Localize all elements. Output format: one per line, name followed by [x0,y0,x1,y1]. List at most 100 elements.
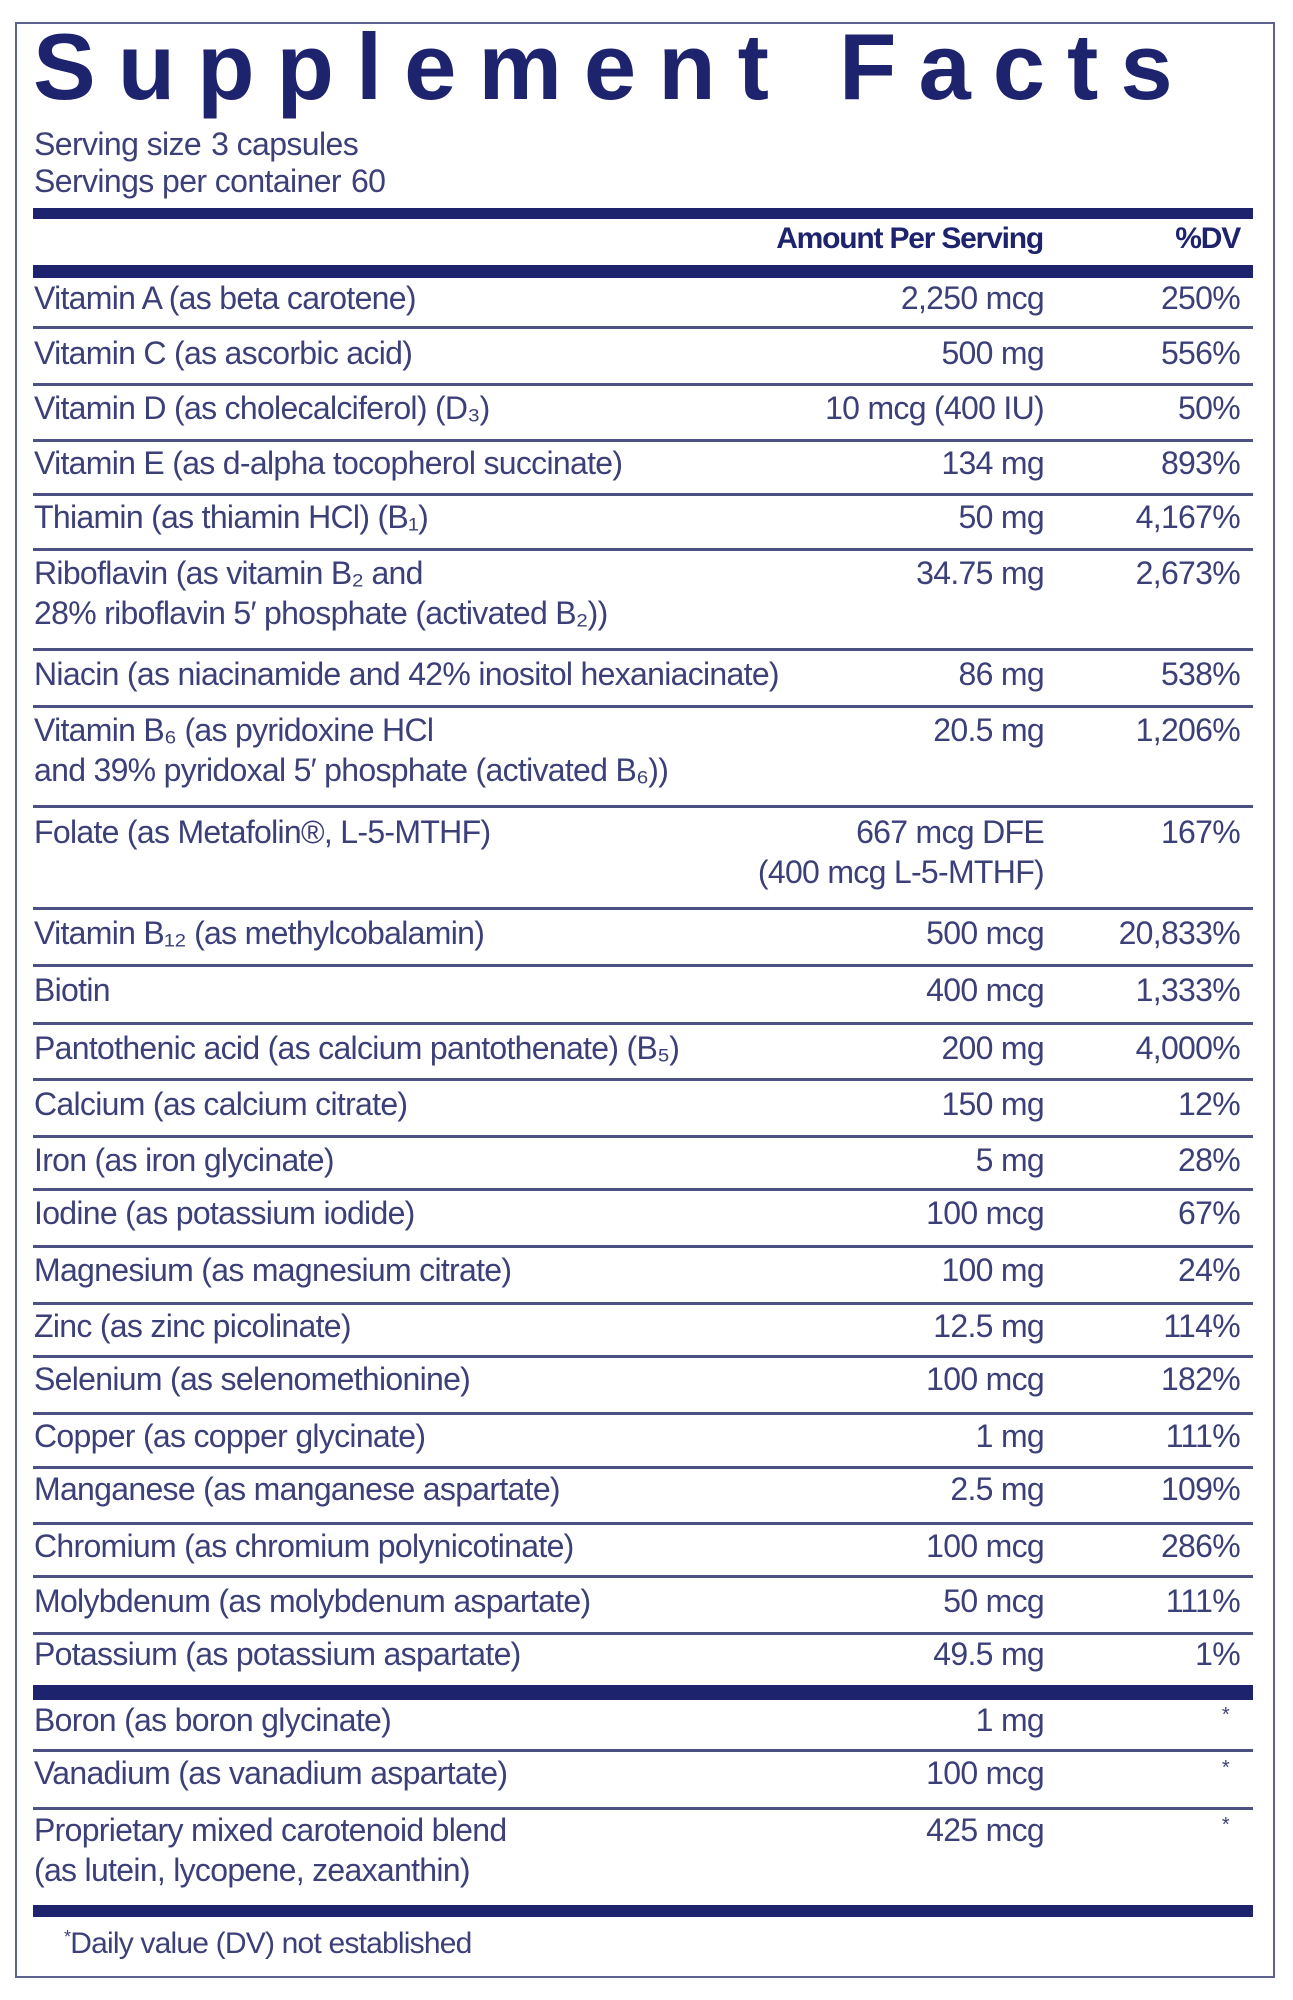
amount-per-serving: 34.75 mg [916,553,1045,593]
nutrient-name: Manganese (as manganese aspartate) [34,1469,561,1509]
row-divider [33,1632,1253,1635]
nutrient-name: Proprietary mixed carotenoid blend (as lu… [34,1810,507,1890]
amount-line: 50 mg [958,499,1045,535]
nutrient-name-line: Molybdenum (as molybdenum aspartate) [34,1583,591,1619]
nutrient-name-line-2: and 39% pyridoxal 5′ phosphate (activate… [34,752,669,788]
daily-value-percent: 114% [1163,1306,1240,1346]
amount-per-serving: 100 mcg [926,1526,1045,1566]
amount-per-serving: 5 mg [975,1140,1045,1180]
row-divider [33,1188,1253,1191]
amount-per-serving: 100 mcg [926,1753,1045,1793]
nutrient-name: Copper (as copper glycinate) [34,1416,426,1456]
daily-value-percent: 67% [1178,1193,1241,1233]
daily-value-percent: 24% [1178,1250,1241,1290]
row-divider [33,805,1253,808]
daily-value-percent: 250% [1161,278,1241,318]
amount-per-serving: 150 mg [941,1084,1044,1124]
daily-value-percent: 893% [1161,443,1241,483]
dv-value: 2,673% [1135,555,1241,591]
amount-line: 10 mcg (400 IU) [825,390,1045,426]
nutrient-name-line: Proprietary mixed carotenoid blend [34,1812,507,1848]
nutrient-name-line: Selenium (as selenomethionine) [34,1361,471,1397]
amount-per-serving: 12.5 mg [933,1306,1044,1346]
nutrient-name-line: Niacin (as niacinamide and 42% inositol … [34,656,780,692]
amount-line: 5 mg [975,1142,1045,1178]
servings-per-container-line: Servings per container 60 [34,163,386,199]
daily-value-percent: 28% [1178,1140,1241,1180]
nutrient-name-line: Zinc (as zinc picolinate) [34,1308,352,1344]
dv-header: %DV [1175,222,1241,255]
amount-per-serving: 2.5 mg [950,1469,1044,1509]
nutrient-name: Calcium (as calcium citrate) [34,1084,408,1124]
amount-line: 100 mg [941,1252,1044,1288]
nutrient-name: Vitamin E (as d-alpha tocopherol succina… [34,443,623,483]
nutrient-name: Vitamin A (as beta carotene) [34,278,417,318]
row-divider [33,1807,1253,1810]
daily-value-percent: 1,333% [1135,970,1241,1010]
amount-per-serving: 1 mg [975,1416,1045,1456]
nutrient-name: Potassium (as potassium aspartate) [34,1634,521,1674]
amount-per-serving: 134 mg [941,443,1044,483]
row-divider [33,1412,1253,1415]
nutrient-name: Riboflavin (as vitamin B₂ and 28% ribofla… [34,553,608,633]
row-divider [33,1245,1253,1248]
amount-per-serving: 86 mg [958,654,1045,694]
row-divider [33,548,1253,551]
row-divider [33,383,1253,386]
amount-line: 1 mg [975,1418,1045,1454]
dv-value: 1,333% [1135,972,1241,1008]
serving-size-value: 3 capsules [211,126,359,162]
bottom-thick-rule [33,1905,1253,1917]
nutrient-name-line: Manganese (as manganese aspartate) [34,1471,561,1507]
daily-value-percent: 20,833% [1118,913,1241,953]
nutrient-name: Magnesium (as magnesium citrate) [34,1250,512,1290]
nutrient-name-line: Iron (as iron glycinate) [34,1142,334,1178]
daily-value-percent: 4,167% [1136,497,1241,537]
nutrient-name-line: Folate (as Metafolin®, L-5-MTHF) [34,814,491,850]
footnote: *Daily value (DV) not established [64,1924,472,1967]
amount-line: 100 mcg [926,1528,1045,1564]
dv-value: 111% [1165,1418,1241,1454]
daily-value-percent: 111% [1166,1581,1241,1621]
nutrient-name: Zinc (as zinc picolinate) [34,1306,352,1346]
amount-line-2: (400 mcg L-5-MTHF) [757,854,1045,890]
nutrient-name-line-2: (as lutein, lycopene, zeaxanthin) [34,1852,471,1888]
row-divider [33,1302,1253,1305]
row-divider [33,1078,1253,1081]
row-divider [33,1522,1253,1525]
daily-value-percent: 1,206% [1136,710,1241,750]
footnote-asterisk: * [64,1927,71,1947]
nutrient-name-line-2: 28% riboflavin 5′ phosphate (activated B… [34,595,608,631]
amount-per-serving: 100 mcg [926,1359,1045,1399]
amount-per-serving: 100 mcg [926,1193,1045,1233]
dv-value: 20,833% [1118,915,1241,951]
row-divider [33,1466,1253,1469]
servings-per-container-label: Servings per container [34,163,342,199]
daily-value-percent: 556% [1161,333,1241,373]
amount-line: 34.75 mg [916,555,1045,591]
dv-value: 24% [1178,1252,1241,1288]
nutrient-name: Chromium (as chromium polynicotinate) [34,1526,574,1566]
daily-value-percent: * [1222,1810,1230,1855]
nutrient-name-line: Magnesium (as magnesium citrate) [34,1252,512,1288]
amount-per-serving: 500 mcg [926,913,1045,953]
nutrient-name: Vitamin B₆ (as pyridoxine HCl and 39% pyr… [34,710,669,790]
nutrient-name: Biotin [34,970,111,1010]
amount-line: 12.5 mg [933,1308,1044,1344]
nutrient-name-line: Biotin [34,972,111,1008]
nutrient-name: Molybdenum (as molybdenum aspartate) [34,1581,591,1621]
amount-line: 500 mg [941,335,1044,371]
amount-line: 1 mg [975,1702,1045,1738]
nutrient-name-line: Vanadium (as vanadium aspartate) [34,1755,508,1791]
amount-line: 86 mg [958,656,1045,692]
nutrient-name: Vitamin C (as ascorbic acid) [34,333,413,373]
daily-value-percent: 50% [1178,388,1241,428]
nutrient-name-line: Boron (as boron glycinate) [34,1702,392,1738]
nutrient-name-line: Copper (as copper glycinate) [34,1418,426,1454]
daily-value-percent: 111% [1165,1416,1241,1456]
dv-value: 4,000% [1135,1030,1241,1066]
nutrient-name-line: Vitamin B₁₂ (as methylcobalamin) [34,915,485,951]
amount-line: 100 mcg [926,1755,1045,1791]
dv-not-established-asterisk: * [1221,1757,1230,1779]
nutrient-name: Vanadium (as vanadium aspartate) [34,1753,508,1793]
